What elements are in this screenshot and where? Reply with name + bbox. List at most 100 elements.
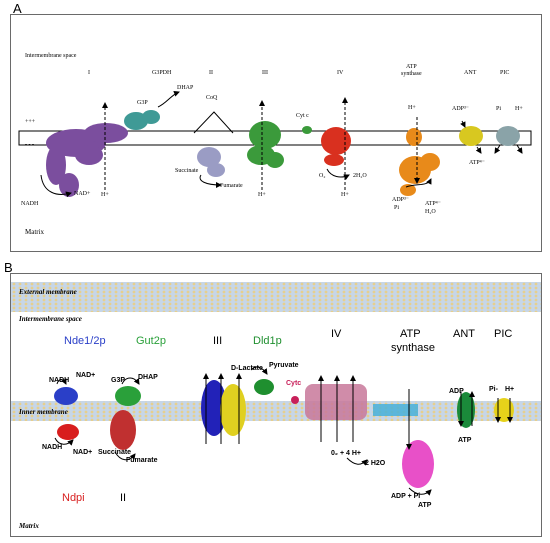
inner-membrane-label: Inner membrane	[19, 408, 68, 416]
complex-iv-label: IV	[337, 70, 344, 76]
ndpi-arrow	[54, 437, 74, 446]
nad-plus-label: NAD+	[74, 191, 91, 197]
pic-h-label-b: H+	[505, 386, 515, 393]
pic-protein	[496, 126, 520, 146]
fumarate-label-b: Fumarate	[126, 457, 158, 464]
panel-b-label: B	[4, 260, 13, 275]
complex-iv-label-b: IV	[331, 328, 342, 340]
dld1p-label: Dld1p	[253, 335, 282, 347]
atp-formation-arrow	[408, 487, 432, 496]
complex-iv	[321, 127, 351, 166]
nde-protein	[54, 387, 78, 405]
complex-i-proton-label: H+	[101, 192, 109, 198]
cytochrome-c-label: Cyt c	[296, 113, 309, 119]
lactate-arrow	[250, 366, 268, 375]
fumarate-label: Fumarate	[220, 183, 243, 189]
complex-iv-protein	[305, 384, 367, 420]
atp-label-b: ATP	[418, 502, 432, 509]
panel-b-drawing	[11, 282, 541, 496]
atp-arrow	[405, 178, 432, 188]
pic-label-b: PIC	[494, 328, 513, 340]
ant-out-arrow	[475, 146, 482, 154]
pic-h-label: H+	[515, 106, 523, 112]
atp-synthase-label-line1: ATP	[406, 64, 417, 70]
adp-label: ADP³⁻	[392, 197, 409, 203]
atp-synthase-membrane-ring	[373, 404, 418, 416]
h2o-product-label: H₂O	[425, 209, 436, 215]
g3p-label-b: G3P	[111, 377, 126, 384]
ant-label: ANT	[464, 70, 477, 76]
cytochrome-c	[302, 126, 312, 134]
complex-iii-label: III	[262, 70, 268, 76]
panel-a: A	[10, 1, 542, 252]
complex-ii-label-b: II	[120, 492, 127, 504]
ant-protein	[459, 126, 483, 146]
external-membrane-band	[11, 282, 541, 312]
intermembrane-space-label-b: Intermembrane space	[19, 315, 82, 323]
dld1p-protein	[254, 379, 274, 395]
complex-ii-label: II	[209, 70, 213, 76]
ant-label-b: ANT	[453, 328, 475, 340]
complex-ii	[197, 147, 225, 177]
dhap-arrow	[157, 90, 180, 108]
nad-plus-top-label: NAD+	[76, 372, 96, 379]
panel-a-label: A	[13, 1, 22, 16]
gut2p-arrow	[121, 377, 140, 385]
gut2p-label: Gut2p	[136, 335, 166, 347]
gut2p-protein	[115, 386, 141, 406]
nadh-top-label: NADH	[49, 377, 70, 384]
pic-pi-label-b: Pi-	[489, 386, 498, 393]
atp-synthase-label-b-line2: synthase	[391, 342, 436, 354]
ant-in-arrow	[460, 120, 466, 128]
complex-iv-proton-label: H+	[341, 192, 349, 198]
nadh-bottom-label: NADH	[42, 444, 63, 451]
complex-i-label: I	[88, 70, 90, 76]
water-label-b: 2 H2O	[365, 460, 386, 467]
matrix-label: Matrix	[25, 228, 45, 236]
ant-atp-label-b: ATP	[458, 437, 472, 444]
nadh-label: NADH	[21, 201, 39, 207]
succinate-arrow	[199, 174, 222, 188]
oxygen-arrow	[326, 168, 350, 180]
atp-synthase-label-line2: synthase	[401, 71, 422, 77]
complex-i	[46, 123, 128, 197]
pic-arrow-right	[516, 144, 523, 154]
d-lactate-label: D-Lactate	[231, 365, 263, 372]
water-label: 2H₂O	[353, 173, 367, 179]
atp-synthase-label-b-line1: ATP	[400, 328, 421, 340]
dhap-label-b: DHAP	[138, 374, 158, 381]
ndpi-label: Ndpi	[62, 492, 85, 504]
succinate-arrow-b	[114, 451, 136, 461]
complex-iii	[247, 121, 284, 168]
complex-iii-yellow-subunit	[220, 384, 246, 436]
ndpi-protein	[57, 424, 79, 440]
complex-iii-label-b: III	[213, 335, 223, 347]
adp-pi-label: ADP + Pi	[391, 493, 421, 500]
pic-pi-label: Pi	[496, 106, 502, 112]
intermembrane-space-label: Intermembrane space	[25, 53, 77, 59]
nad-plus-bottom-label: NAD+	[73, 449, 93, 456]
nde-arrow	[56, 378, 67, 385]
external-membrane-label: External membrane	[19, 288, 77, 296]
pic-protein-b	[494, 398, 514, 422]
panel-a-drawing	[18, 90, 532, 198]
negative-side-label: - - -	[25, 142, 34, 148]
nde-label: Nde1/2p	[64, 335, 106, 347]
g3pdh-complex	[124, 110, 160, 130]
matrix-label-b: Matrix	[19, 522, 39, 530]
atp-synthase	[399, 128, 440, 196]
atp-product-label: ATP⁴⁻	[425, 201, 441, 207]
complex-iii-proton-label: H+	[258, 192, 266, 198]
panel-b: B	[4, 260, 542, 537]
pic-arrow-left	[494, 144, 501, 154]
positive-side-label: +++	[25, 119, 36, 125]
g3p-label: G3P	[137, 100, 148, 106]
coq-lines	[193, 111, 234, 134]
g3pdh-label: G3PDH	[152, 70, 172, 76]
oxygen-label: O₂	[319, 173, 326, 179]
nadh-arrow	[40, 174, 72, 198]
succinate-label-b: Succinate	[98, 449, 132, 456]
ant-adp-label: ADP³⁻	[452, 106, 469, 112]
pyruvate-label: Pyruvate	[269, 362, 299, 369]
ant-atp-label: ATP⁴⁻	[469, 160, 485, 166]
